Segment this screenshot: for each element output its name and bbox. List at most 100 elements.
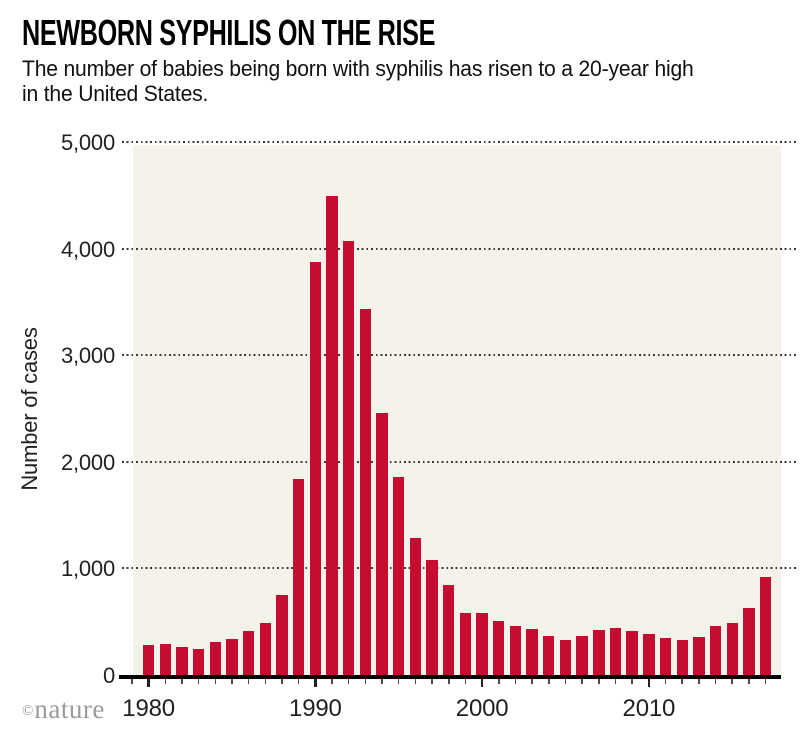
chart-subtitle: The number of babies being born with syp… [22, 56, 694, 106]
brand-name: nature [34, 694, 105, 724]
major-tick-1990 [314, 678, 317, 687]
minor-tick-2015 [731, 678, 733, 684]
bar-2016 [743, 607, 755, 675]
bar-1995 [393, 476, 405, 675]
minor-tick-1986 [247, 678, 250, 684]
bar-2010 [643, 633, 655, 675]
bar-1981 [159, 644, 171, 675]
minor-tick-2009 [631, 678, 633, 684]
plot-background [133, 145, 781, 675]
bar-1986 [242, 631, 255, 675]
y-tick-label-1000: 1,000 [60, 556, 115, 582]
bar-1985 [226, 638, 238, 675]
bar-2011 [659, 637, 672, 675]
gridline-2000 [122, 460, 798, 463]
minor-tick-1995 [397, 678, 400, 684]
minor-tick-1983 [197, 678, 200, 684]
minor-tick-1997 [431, 678, 433, 684]
bar-1998 [443, 584, 455, 675]
bar-1991 [326, 196, 338, 675]
bar-1982 [176, 646, 188, 675]
bar-1993 [359, 309, 372, 675]
bar-1996 [409, 538, 422, 675]
y-tick-label-4000: 4,000 [60, 236, 115, 262]
minor-tick-1996 [414, 678, 417, 684]
gridline-3000 [122, 354, 798, 357]
minor-tick-1989 [297, 678, 300, 684]
bar-2012 [676, 640, 688, 675]
minor-tick-1998 [448, 678, 450, 684]
bar-2015 [726, 622, 738, 675]
minor-tick-2008 [614, 678, 617, 684]
bar-1990 [309, 262, 322, 675]
major-tick-2010 [647, 678, 651, 687]
bar-2002 [509, 626, 522, 675]
x-tick-label-2000: 2000 [455, 695, 509, 722]
minor-tick-1988 [281, 678, 283, 684]
bar-1992 [343, 240, 355, 675]
minor-tick-2011 [664, 678, 667, 684]
minor-tick-2005 [564, 678, 567, 684]
bar-2008 [609, 628, 622, 675]
subtitle-line-2: in the United States. [22, 81, 209, 106]
major-tick-1980 [147, 678, 150, 687]
bar-1999 [459, 613, 472, 675]
bar-2017 [759, 577, 772, 675]
y-tick-label-2000: 2,000 [60, 449, 115, 475]
x-tick-label-2010: 2010 [622, 695, 676, 722]
minor-tick-2007 [598, 678, 600, 684]
gridline-5000 [122, 141, 798, 143]
x-tick-label-1990: 1990 [289, 695, 342, 722]
bar-1983 [192, 649, 205, 675]
minor-tick-1994 [381, 678, 383, 684]
bar-1984 [209, 642, 221, 675]
x-axis-line [119, 675, 781, 679]
x-tick-label-1980: 1980 [122, 695, 175, 722]
minor-tick-1987 [264, 678, 267, 684]
subtitle-line-1: The number of babies being born with syp… [22, 56, 694, 81]
bar-2005 [559, 640, 572, 675]
minor-tick-2002 [514, 678, 517, 684]
minor-tick-1982 [181, 678, 183, 684]
bar-2004 [543, 636, 555, 675]
bar-1997 [426, 559, 438, 675]
major-tick-2000 [480, 678, 484, 687]
minor-tick-2001 [498, 678, 500, 684]
y-tick-label-5000: 5,000 [60, 130, 115, 155]
minor-tick-2016 [748, 678, 750, 684]
minor-tick-1999 [464, 678, 467, 684]
minor-tick-2017 [764, 678, 767, 684]
bar-2009 [626, 630, 638, 675]
bar-2007 [593, 630, 605, 675]
minor-tick-1991 [331, 678, 333, 684]
bar-2001 [493, 621, 505, 675]
page-title: NEWBORN SYPHILIS ON THE RISE [22, 12, 436, 53]
minor-tick-2014 [714, 678, 717, 684]
minor-tick-2006 [581, 678, 583, 684]
gridline-1000 [122, 567, 798, 570]
nature-logo: ©nature [22, 694, 105, 725]
minor-tick-2003 [531, 678, 533, 684]
bar-2000 [476, 612, 488, 675]
gridline-4000 [122, 247, 798, 250]
bar-1988 [276, 595, 288, 675]
minor-tick-1992 [347, 678, 350, 684]
bar-1989 [292, 479, 305, 675]
bar-2014 [709, 625, 722, 675]
y-tick-label-3000: 3,000 [60, 343, 115, 369]
bar-2003 [526, 629, 538, 675]
minor-tick-1979 [131, 678, 133, 684]
minor-tick-1984 [214, 678, 217, 684]
bar-1994 [376, 413, 388, 675]
y-tick-label-0: 0 [102, 663, 115, 688]
copyright-icon: © [22, 703, 35, 719]
minor-tick-1981 [164, 678, 167, 684]
minor-tick-1993 [364, 678, 367, 684]
bar-2006 [576, 636, 588, 675]
bar-2013 [693, 637, 705, 675]
bar-1980 [142, 645, 155, 675]
bar-1987 [259, 623, 272, 675]
minor-tick-2013 [698, 678, 700, 684]
